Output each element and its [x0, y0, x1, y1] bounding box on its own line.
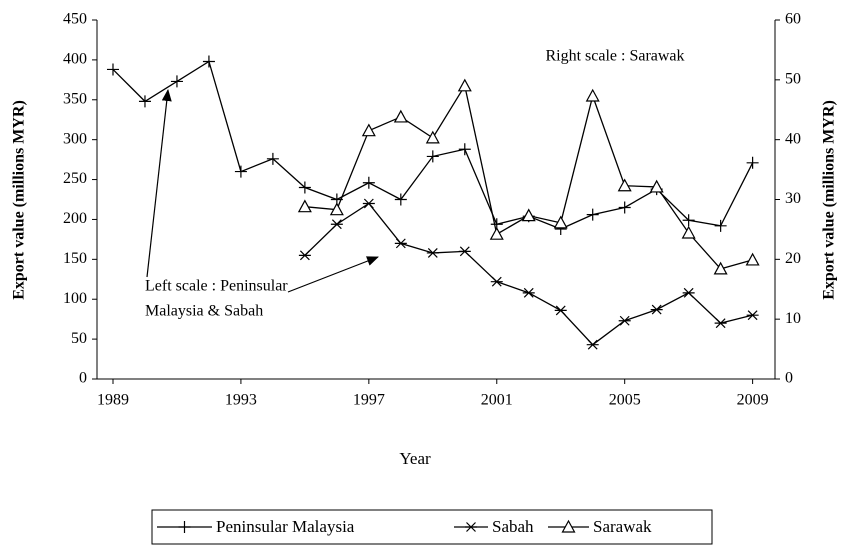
y2-tick-label: 10	[785, 310, 801, 327]
point	[394, 193, 407, 206]
point	[586, 339, 599, 350]
point	[682, 214, 695, 227]
legend-marker	[465, 522, 477, 532]
y2-tick-label: 20	[785, 250, 801, 267]
series-line	[304, 202, 753, 346]
point	[393, 109, 408, 123]
series-line	[112, 60, 754, 230]
series-line	[304, 84, 753, 270]
y-tick-label: 50	[71, 330, 87, 347]
point	[458, 246, 471, 257]
point	[138, 95, 151, 108]
point	[746, 156, 759, 169]
point	[426, 248, 439, 258]
legend-marker	[561, 519, 576, 533]
annotation: Malaysia & Sabah	[145, 303, 263, 320]
point	[649, 179, 664, 193]
point	[426, 150, 439, 163]
y-tick-label: 200	[63, 210, 87, 227]
point	[521, 208, 536, 222]
point	[489, 226, 504, 240]
point	[522, 287, 535, 298]
y-tick-label: 300	[63, 130, 87, 147]
point	[330, 219, 343, 230]
y2-tick-label: 60	[785, 11, 801, 28]
y-tick-label: 100	[63, 290, 87, 307]
point	[457, 78, 472, 92]
point	[746, 310, 759, 321]
point	[298, 250, 311, 261]
y2-tick-label: 0	[785, 370, 793, 387]
point	[362, 198, 375, 209]
point	[618, 201, 631, 214]
point	[617, 178, 632, 192]
arrow	[146, 89, 172, 278]
x-axis-label: Year	[399, 449, 431, 468]
legend-marker	[178, 521, 191, 533]
x-tick-label: 1993	[225, 392, 257, 409]
point	[554, 305, 567, 316]
point	[714, 318, 727, 329]
point	[329, 202, 344, 216]
x-tick-label: 2009	[737, 392, 769, 409]
x-tick-label: 2001	[481, 392, 513, 409]
point	[650, 304, 663, 315]
point	[681, 225, 696, 239]
point	[586, 208, 599, 221]
y-tick-label: 350	[63, 90, 87, 107]
y2-tick-label: 30	[785, 190, 801, 207]
point	[362, 176, 375, 189]
point	[234, 165, 247, 178]
point	[553, 215, 568, 229]
point	[490, 276, 503, 287]
point	[585, 88, 600, 102]
point	[297, 199, 312, 213]
y-tick-label: 150	[63, 250, 87, 267]
point	[394, 238, 407, 249]
y2-tick-label: 50	[785, 71, 801, 88]
point	[170, 75, 183, 88]
y-tick-label: 400	[63, 51, 87, 68]
point	[266, 152, 279, 165]
point	[361, 123, 376, 137]
legend-label: Sabah	[492, 517, 534, 536]
x-tick-label: 1997	[353, 392, 385, 409]
x-tick-label: 1989	[97, 392, 129, 409]
legend-box	[151, 509, 713, 545]
y-axis-label: Export value (millions MYR)	[11, 100, 28, 300]
arrow	[287, 256, 379, 293]
legend-label: Sarawak	[593, 517, 652, 536]
point	[682, 287, 695, 298]
point	[745, 252, 760, 266]
point	[714, 219, 727, 232]
y2-axis-label: Export value (millions MYR)	[821, 100, 838, 300]
point	[298, 181, 311, 194]
x-tick-label: 2005	[609, 392, 641, 409]
point	[618, 315, 631, 326]
point	[202, 55, 215, 68]
y-tick-label: 250	[63, 170, 87, 187]
point	[425, 130, 440, 144]
point	[713, 261, 728, 275]
y-tick-label: 0	[79, 370, 87, 387]
y2-tick-label: 40	[785, 130, 801, 147]
point	[458, 143, 471, 156]
y-tick-label: 450	[63, 11, 87, 28]
point	[106, 63, 119, 76]
annotation: Left scale : Peninsular	[145, 278, 288, 295]
annotation: Right scale : Sarawak	[545, 48, 684, 65]
legend-label: Peninsular Malaysia	[216, 517, 355, 536]
